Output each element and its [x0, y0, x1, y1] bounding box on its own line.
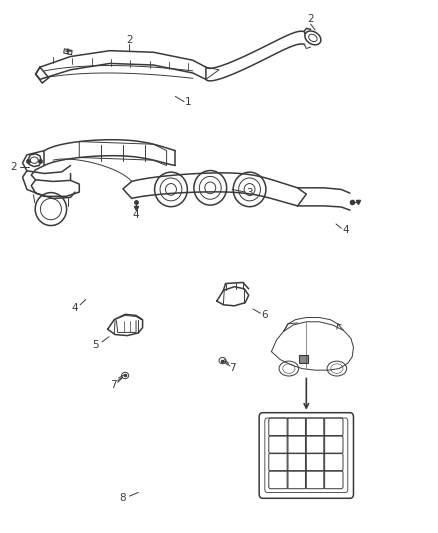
Text: 7: 7: [110, 379, 117, 390]
Text: 5: 5: [92, 340, 99, 350]
Text: 4: 4: [343, 225, 349, 236]
Text: 4: 4: [71, 303, 78, 313]
Text: 6: 6: [261, 310, 268, 320]
Text: 3: 3: [246, 188, 253, 198]
Text: 2: 2: [11, 161, 17, 172]
Text: 1: 1: [185, 96, 192, 107]
Text: 2: 2: [126, 35, 133, 44]
Text: 7: 7: [229, 362, 235, 373]
Text: 8: 8: [119, 492, 125, 503]
Text: 2: 2: [307, 14, 314, 25]
Text: 4: 4: [133, 210, 139, 220]
Bar: [299, 356, 308, 364]
Bar: [64, 49, 72, 55]
